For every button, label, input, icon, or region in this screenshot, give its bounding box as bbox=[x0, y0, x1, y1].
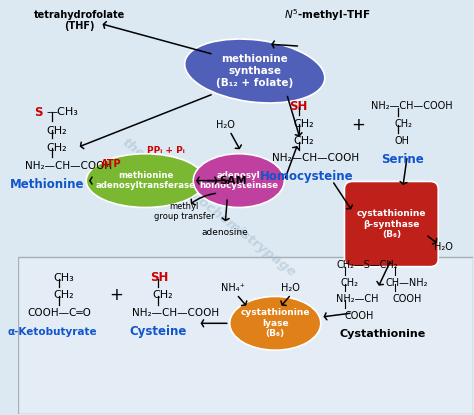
Text: H₂O: H₂O bbox=[281, 283, 300, 293]
Text: CH₂: CH₂ bbox=[54, 290, 74, 300]
Ellipse shape bbox=[185, 39, 325, 103]
Text: NH₂—CH—COOH: NH₂—CH—COOH bbox=[132, 308, 219, 317]
Text: SH: SH bbox=[150, 271, 168, 284]
Text: COOH—C═O: COOH—C═O bbox=[27, 308, 91, 317]
Text: Methionine: Methionine bbox=[10, 178, 85, 191]
Text: CH₃: CH₃ bbox=[54, 273, 74, 283]
Text: PPᵢ + Pᵢ: PPᵢ + Pᵢ bbox=[147, 146, 185, 155]
Text: (THF): (THF) bbox=[64, 20, 95, 31]
Text: CH₂: CH₂ bbox=[293, 136, 314, 146]
Text: Cysteine: Cysteine bbox=[129, 325, 187, 338]
Text: tetrahydrofolate: tetrahydrofolate bbox=[34, 10, 125, 20]
Ellipse shape bbox=[193, 154, 284, 208]
Text: CH₂: CH₂ bbox=[340, 278, 358, 288]
Text: Serine: Serine bbox=[382, 154, 424, 166]
Text: NH₂—CH—COOH: NH₂—CH—COOH bbox=[25, 161, 112, 171]
Text: H₂O: H₂O bbox=[216, 120, 235, 130]
Text: CH₂: CH₂ bbox=[46, 126, 67, 136]
Text: themedicalbiochemistrypage: themedicalbiochemistrypage bbox=[120, 136, 299, 279]
Text: CH₂: CH₂ bbox=[152, 290, 173, 300]
Text: ATP: ATP bbox=[101, 159, 122, 169]
Text: cystathionine
lyase
(B₆): cystathionine lyase (B₆) bbox=[240, 308, 310, 338]
Text: H₂O: H₂O bbox=[434, 242, 453, 252]
Text: methyl
group transfer: methyl group transfer bbox=[154, 202, 214, 221]
FancyBboxPatch shape bbox=[18, 257, 474, 414]
Text: COOH: COOH bbox=[392, 294, 422, 304]
Text: —CH₃: —CH₃ bbox=[46, 107, 78, 117]
Ellipse shape bbox=[86, 154, 205, 208]
Text: CH₂: CH₂ bbox=[394, 119, 412, 129]
Text: NH₂—CH—COOH: NH₂—CH—COOH bbox=[272, 153, 359, 163]
Text: CH—NH₂: CH—NH₂ bbox=[386, 278, 428, 288]
Text: +: + bbox=[109, 286, 123, 304]
Ellipse shape bbox=[230, 296, 321, 350]
Text: cystathionine
β-synthase
(B₆): cystathionine β-synthase (B₆) bbox=[356, 209, 426, 239]
Text: SH: SH bbox=[289, 100, 307, 112]
Text: methionine
synthase
(B₁₂ + folate): methionine synthase (B₁₂ + folate) bbox=[216, 54, 293, 88]
Text: NH₂—CH: NH₂—CH bbox=[336, 294, 378, 304]
Text: adenosine: adenosine bbox=[202, 228, 248, 237]
FancyBboxPatch shape bbox=[345, 181, 438, 267]
Text: methionine
adenosyltransferase: methionine adenosyltransferase bbox=[95, 171, 195, 190]
Text: CH₂: CH₂ bbox=[46, 143, 67, 154]
Text: S: S bbox=[34, 106, 42, 119]
Text: CH₂: CH₂ bbox=[293, 119, 314, 129]
Text: OH: OH bbox=[394, 136, 409, 146]
Text: NH₄⁺: NH₄⁺ bbox=[221, 283, 245, 293]
Text: $N^5$-methyl-THF: $N^5$-methyl-THF bbox=[284, 7, 371, 23]
Text: NH₂—CH—COOH: NH₂—CH—COOH bbox=[371, 101, 453, 111]
Text: COOH: COOH bbox=[345, 311, 374, 321]
Text: α-Ketobutyrate: α-Ketobutyrate bbox=[7, 327, 97, 337]
Text: CH₂—S—CH₂: CH₂—S—CH₂ bbox=[337, 260, 398, 271]
Text: SAM: SAM bbox=[219, 176, 247, 186]
Text: Cystathionine: Cystathionine bbox=[339, 329, 425, 339]
Text: +: + bbox=[352, 116, 365, 134]
Text: adenosyl
homocysteinase: adenosyl homocysteinase bbox=[199, 171, 278, 190]
Text: Homocysteine: Homocysteine bbox=[260, 170, 354, 183]
